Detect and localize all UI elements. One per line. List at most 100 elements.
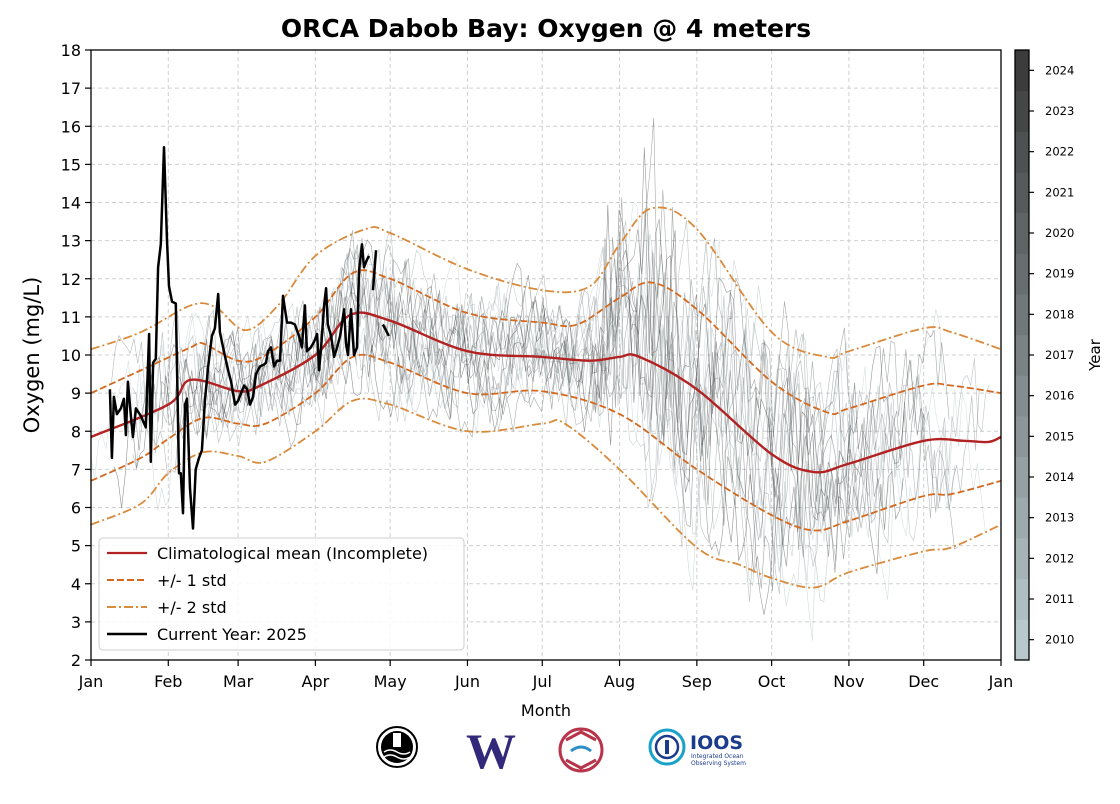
x-tick-label: May (374, 672, 407, 691)
y-tick-label: 4 (71, 575, 81, 594)
current-year-segment-1 (371, 250, 378, 291)
colorbar-band (1015, 294, 1029, 336)
historical-year-line-2016 (132, 258, 896, 602)
grid (91, 50, 1001, 660)
x-tick-label: Oct (758, 672, 786, 691)
colorbar-tick-label: 2011 (1045, 592, 1074, 606)
colorbar-tick-label: 2022 (1045, 145, 1074, 159)
x-tick-label: Dec (908, 672, 939, 691)
y-tick-label: 14 (61, 194, 81, 213)
colorbar-tick-label: 2018 (1045, 307, 1074, 321)
series-line-2 (90, 353, 1002, 532)
x-tick-label: Jan (78, 672, 104, 691)
legend-label-2std: +/- 2 std (157, 598, 227, 617)
historical-year-line-2024 (113, 204, 904, 575)
colorbar-band (1015, 212, 1029, 254)
svg-text:IOOS: IOOS (690, 732, 743, 754)
logo-ioos: IOOS Integrated Ocean Observing System (648, 728, 746, 767)
colorbar-band (1015, 375, 1029, 417)
colorbar-tick-label: 2019 (1045, 267, 1074, 281)
historical-year-line-2017 (111, 237, 980, 541)
colorbar-label: Year (1086, 338, 1104, 372)
x-tick-label: Nov (833, 672, 864, 691)
legend-label-1std: +/- 1 std (157, 571, 227, 590)
logos: W IOOS Integrated Ocean Observing System (376, 723, 746, 779)
colorbar-band (1015, 253, 1029, 295)
y-tick-label: 9 (71, 384, 81, 403)
colorbar-tick-label: 2013 (1045, 511, 1074, 525)
logo-buoy-seal (376, 726, 418, 768)
colorbar-tick-label: 2010 (1045, 633, 1074, 647)
colorbar-tick-label: 2020 (1045, 226, 1074, 240)
x-tick-label: Mar (223, 672, 254, 691)
x-tick-label: Jan (988, 672, 1014, 691)
colorbar-band (1015, 334, 1029, 376)
series-line-3 (90, 206, 1002, 359)
colorbar-tick-label: 2023 (1045, 104, 1074, 118)
historical-year-line-2019 (131, 189, 959, 550)
svg-text:Integrated Ocean: Integrated Ocean (691, 753, 744, 760)
y-axis: 2 3 4 5 6 7 8 9 10 11 12 13 14 15 16 17 18 (61, 41, 91, 670)
historical-year-line-2023 (161, 147, 926, 615)
colorbar-tick-label: 2014 (1045, 470, 1074, 484)
x-tick-label: Sep (682, 672, 712, 691)
y-tick-label: 5 (71, 537, 81, 556)
series-line-4 (90, 397, 1002, 589)
legend-box (98, 537, 465, 651)
y-tick-label: 7 (71, 460, 81, 479)
series-line-1 (90, 269, 1002, 416)
x-tick-label: Jun (454, 672, 480, 691)
legend-label-mean: Climatological mean (Incomplete) (157, 544, 428, 563)
colorbar-tick-label: 2016 (1045, 389, 1074, 403)
y-tick-label: 18 (61, 41, 81, 60)
historical-year-line-2018 (198, 237, 880, 524)
colorbar-band (1015, 90, 1029, 132)
colorbar-band (1015, 456, 1029, 498)
historical-year-line-2022 (198, 219, 858, 556)
colorbar-band (1015, 619, 1029, 661)
chart-title: ORCA Dabob Bay: Oxygen @ 4 meters (281, 14, 811, 43)
colorbar-band (1015, 50, 1029, 92)
logo-nanoos (558, 727, 604, 773)
y-tick-label: 12 (61, 270, 81, 289)
x-tick-label: Aug (604, 672, 635, 691)
colorbar-tick-label: 2024 (1045, 63, 1074, 77)
y-axis-label: Oxygen (mg/L) (20, 277, 44, 434)
y-tick-label: 11 (61, 308, 81, 327)
colorbar-band (1015, 172, 1029, 214)
svg-text:Observing System: Observing System (691, 760, 746, 767)
colorbar-band (1015, 497, 1029, 539)
legend-label-current: Current Year: 2025 (157, 625, 307, 644)
y-tick-label: 2 (71, 651, 81, 670)
colorbar-tick-label: 2012 (1045, 551, 1074, 565)
x-tick-label: Jul (532, 672, 552, 691)
historical-year-line-2020 (174, 117, 950, 558)
colorbar-tick-label: 2021 (1045, 185, 1074, 199)
colorbar-band (1015, 578, 1029, 620)
x-axis-label: Month (521, 701, 571, 720)
colorbar-tick-label: 2017 (1045, 348, 1074, 362)
y-tick-label: 6 (71, 499, 81, 518)
x-axis: Jan Feb Mar Apr May Jun Jul Aug Sep Oct Nov Dec Jan (78, 660, 1014, 691)
y-tick-label: 13 (61, 232, 81, 251)
colorbar-band (1015, 538, 1029, 580)
y-tick-label: 3 (71, 613, 81, 632)
x-tick-label: Feb (154, 672, 182, 691)
historical-years-lines (90, 117, 990, 641)
y-tick-label: 8 (71, 422, 81, 441)
colorbar-tick-label: 2015 (1045, 429, 1074, 443)
colorbar: 2010 2011 2012 2013 2014 2015 2016 2017 2018 2019… (1014, 49, 1074, 661)
series-lines (90, 145, 1002, 589)
logo-uw-w: W (466, 723, 516, 779)
colorbar-frame (1014, 49, 1030, 661)
historical-year-line-2021 (185, 207, 852, 591)
colorbar-band (1015, 416, 1029, 458)
x-tick-label: Apr (302, 672, 330, 691)
y-tick-label: 16 (61, 117, 81, 136)
y-tick-label: 10 (61, 346, 81, 365)
current-year-segment-2 (381, 323, 391, 337)
colorbar-band (1015, 131, 1029, 173)
series-line-0 (90, 311, 1002, 474)
y-tick-label: 15 (61, 155, 81, 174)
